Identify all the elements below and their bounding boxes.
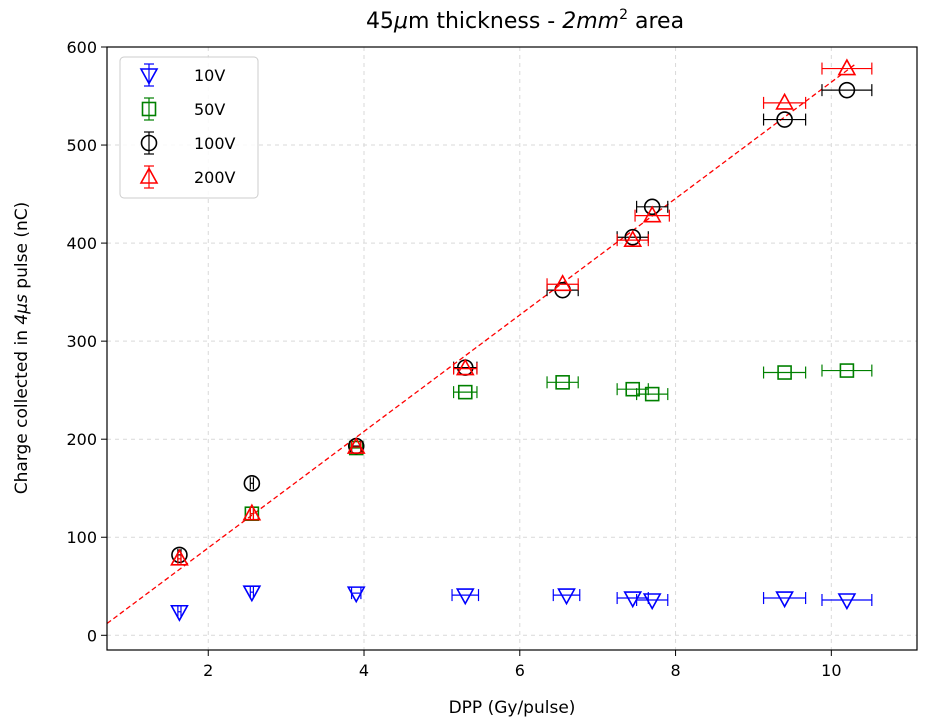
- legend-box: [119, 56, 259, 199]
- legend-label-100V: 100V: [194, 134, 236, 153]
- y-tick-label: 300: [66, 332, 97, 351]
- y-tick-label: 200: [66, 430, 97, 449]
- y-ticks: 0 100 200 300 400 500 600: [66, 38, 107, 645]
- data-point-50V: [457, 384, 473, 400]
- data-point-50V: [625, 381, 641, 397]
- data-point-100V: [643, 198, 661, 216]
- data-point-10V: [242, 585, 262, 603]
- y-tick-label: 600: [66, 38, 97, 57]
- data-point-200V: [170, 548, 189, 566]
- data-point-200V: [553, 274, 572, 292]
- data-point-100V: [171, 546, 188, 564]
- data-point-10V: [455, 588, 475, 606]
- y-tick-label: 100: [66, 528, 97, 547]
- chart-title: 45μm thickness - 2mm2 area: [366, 7, 684, 34]
- series-10V: [170, 585, 873, 622]
- series-200V: [170, 58, 873, 566]
- legend-marker-100V: [140, 134, 158, 152]
- x-axis-label: DPP (Gy/pulse): [449, 698, 576, 718]
- fit-line-group: [106, 64, 856, 625]
- data-point-10V: [557, 588, 576, 606]
- x-ticks: 2 4 6 8 10: [203, 650, 842, 680]
- series-100V: [171, 81, 873, 564]
- legend-marker-10V: [139, 68, 159, 86]
- data-point-200V: [455, 358, 475, 376]
- data-point-100V: [776, 111, 793, 128]
- series-50V: [244, 363, 873, 522]
- data-point-10V: [346, 586, 366, 604]
- data-point-50V: [644, 386, 660, 402]
- y-tick-label: 400: [66, 234, 97, 253]
- data-point-200V: [623, 230, 643, 247]
- data-point-100V: [624, 228, 642, 246]
- x-tick-label: 6: [515, 661, 525, 680]
- y-tick-label: 0: [87, 626, 97, 645]
- plot-frame: [106, 46, 918, 651]
- legend-marker-50V: [141, 101, 157, 117]
- data-point-50V: [777, 365, 792, 380]
- data-point-200V: [242, 503, 262, 521]
- legend-label-200V: 200V: [194, 168, 236, 187]
- legend-label-10V: 10V: [194, 66, 225, 85]
- y-axis-label: Charge collected in 4μs pulse (nC): [12, 202, 32, 494]
- x-tick-label: 4: [359, 661, 369, 680]
- data-point-10V: [837, 593, 857, 611]
- data-point-200V: [775, 92, 794, 110]
- legend: 10V 50V 100V 200V: [119, 56, 259, 199]
- data-point-200V: [346, 436, 366, 454]
- data-point-50V: [839, 363, 855, 378]
- data-points-group: [170, 58, 873, 622]
- data-point-10V: [623, 591, 643, 609]
- data-point-100V: [243, 475, 261, 492]
- y-tick-label: 500: [66, 136, 97, 155]
- data-point-200V: [837, 58, 857, 76]
- data-point-200V: [642, 205, 662, 223]
- data-point-10V: [642, 593, 662, 611]
- x-tick-label: 8: [670, 661, 680, 680]
- data-point-10V: [170, 604, 189, 622]
- data-point-10V: [775, 591, 794, 609]
- x-tick-label: 2: [203, 661, 213, 680]
- data-point-50V: [555, 375, 570, 390]
- linear-fit-line: [106, 64, 856, 625]
- legend-marker-200V: [139, 166, 159, 184]
- legend-label-50V: 50V: [194, 100, 225, 119]
- data-point-100V: [838, 81, 856, 99]
- x-tick-label: 10: [821, 661, 841, 680]
